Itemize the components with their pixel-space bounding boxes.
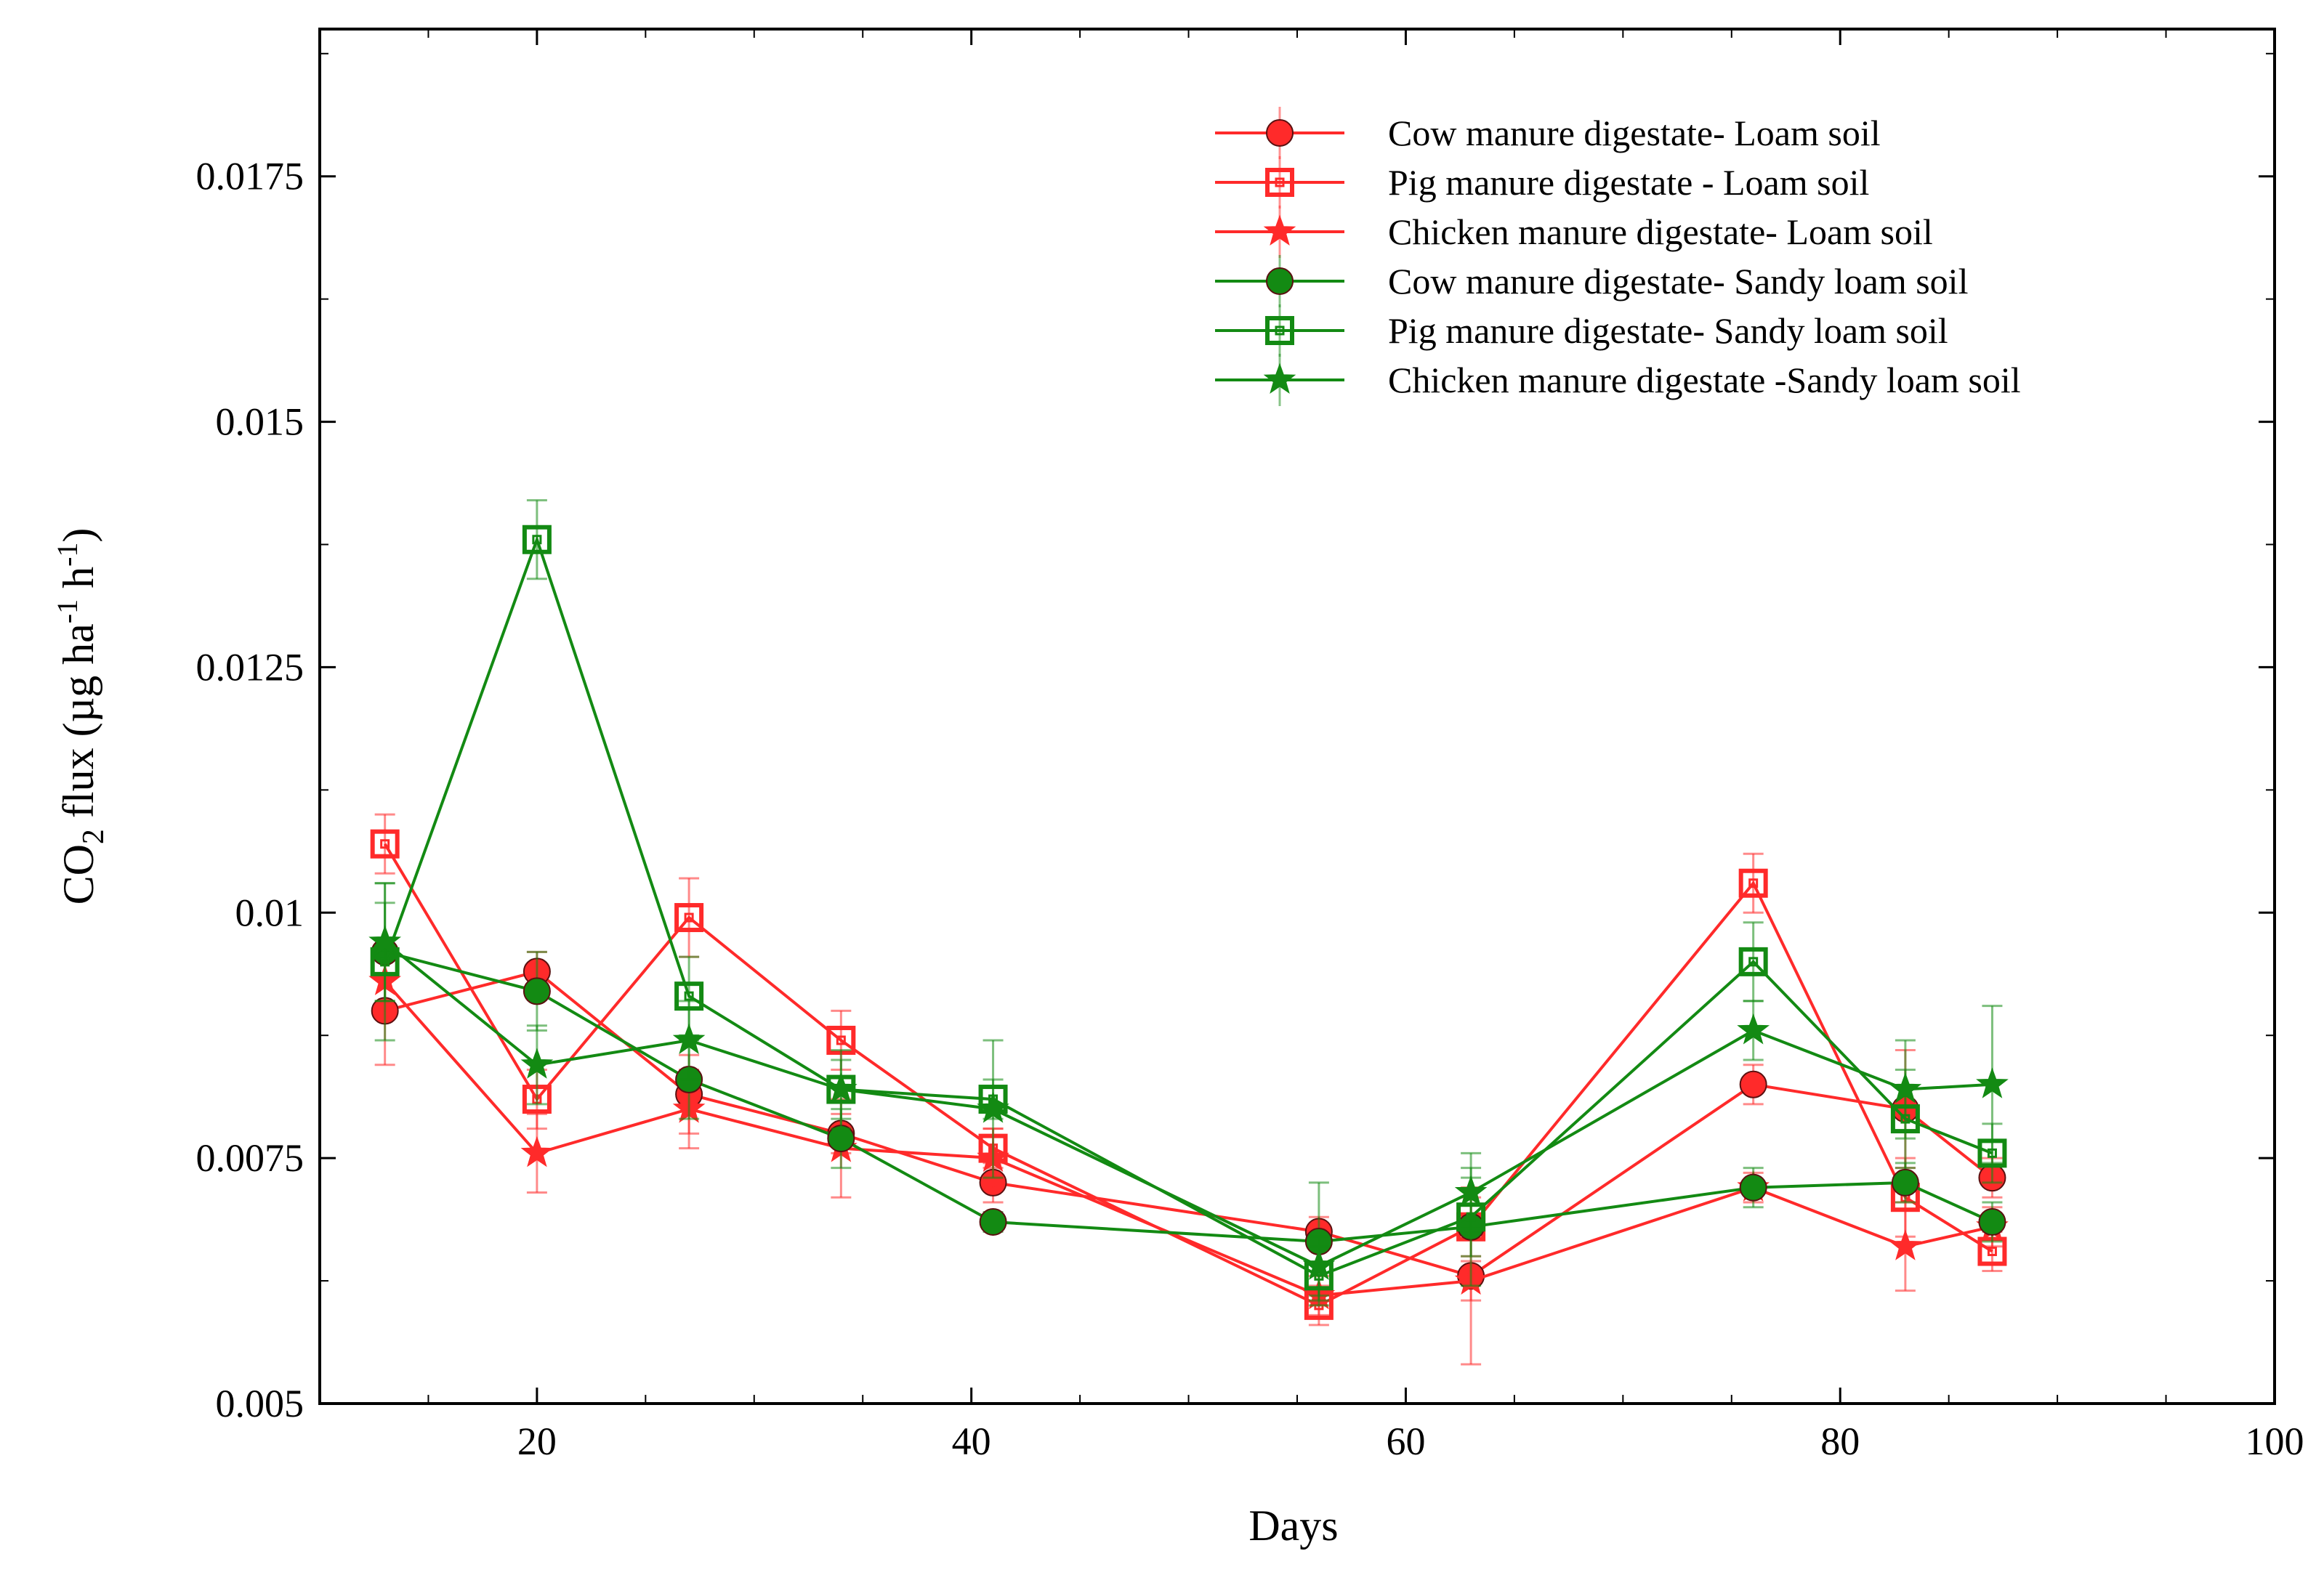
data-point-square-inner (1748, 957, 1759, 967)
data-point-circle (1739, 1070, 1767, 1098)
data-point-star (520, 1048, 554, 1079)
legend-label: Pig manure digestate - Loam soil (1388, 162, 1869, 203)
series-layer (368, 499, 2009, 1366)
data-point-star (1302, 1249, 1336, 1280)
data-point-star (1976, 1067, 2009, 1098)
legend-entry-3: Chicken manure digestate- Loam soil (1215, 206, 1933, 258)
y-tick-label: 0.0175 (196, 155, 304, 198)
x-tick-label: 80 (1820, 1420, 1860, 1463)
legend-marker (1265, 316, 1294, 345)
y-axis-title-rest: flux (µg ha (55, 623, 102, 829)
legend-marker (1263, 363, 1296, 394)
series-6 (368, 882, 2009, 1297)
legend-label: Chicken manure digestate -Sandy loam soi… (1388, 360, 2021, 400)
x-tick-label: 20 (517, 1420, 557, 1463)
data-point-circle (1739, 1173, 1767, 1202)
data-point-circle (1978, 1207, 2006, 1236)
data-point-star (1737, 1013, 1770, 1045)
x-tick-label: 60 (1386, 1420, 1425, 1463)
legend-label: Cow manure digestate- Loam soil (1388, 113, 1881, 153)
legend-entry-2: Pig manure digestate - Loam soil (1215, 156, 1869, 208)
data-point-square-inner (684, 912, 694, 923)
y-axis-title: CO2 flux (µg ha-1 h-1) (51, 528, 110, 905)
data-point-square (674, 903, 704, 933)
data-point-star (520, 1135, 554, 1167)
legend-marker (1266, 267, 1294, 295)
legend-marker-inner (1275, 177, 1285, 187)
series-1 (371, 950, 2006, 1366)
y-axis-title-main: CO (55, 844, 102, 904)
legend: Cow manure digestate- Loam soil Pig manur… (1215, 107, 2021, 406)
series-line (384, 980, 1993, 1297)
y-axis-title-sub: 2 (77, 829, 110, 844)
y-tick-label: 0.0125 (196, 645, 304, 689)
y-axis-title-sup1: -1 (51, 599, 84, 623)
legend-entry-6: Chicken manure digestate -Sandy loam soi… (1215, 354, 2021, 406)
axis-ticks: 20 40 60 80 100 0.005 0.0075 0.01 0.0125 0.015 0.0… (196, 29, 2304, 1463)
data-point-circle (979, 1207, 1007, 1236)
x-axis-title: Days (1248, 1502, 1338, 1550)
y-tick-label: 0.015 (216, 400, 304, 444)
data-point-star (1889, 1229, 1922, 1260)
data-point-circle (1891, 1168, 1919, 1197)
data-point-square-inner (380, 839, 390, 849)
x-tick-label: 40 (952, 1420, 991, 1463)
data-point-star (1889, 1072, 1922, 1104)
legend-label: Chicken manure digestate- Loam soil (1388, 211, 1933, 252)
legend-marker-inner (1275, 325, 1285, 336)
data-point-star (977, 1092, 1009, 1123)
data-point-star (368, 925, 402, 956)
y-axis-title-mid: h (55, 567, 102, 599)
legend-entry-5: Pig manure digestate- Sandy loam soil (1215, 304, 1948, 357)
y-tick-label: 0.0075 (196, 1136, 304, 1180)
data-point-star (824, 1072, 858, 1104)
legend-marker (1266, 119, 1294, 147)
legend-entry-4: Cow manure digestate- Sandy loam soil (1215, 255, 1968, 307)
data-point-square (1738, 868, 1768, 898)
data-point-circle (523, 977, 551, 1005)
legend-label: Pig manure digestate- Sandy loam soil (1388, 310, 1948, 351)
data-point-square-inner (1987, 1247, 1997, 1257)
y-tick-label: 0.005 (216, 1382, 304, 1425)
data-point-square-inner (532, 535, 542, 545)
plot-frame (318, 28, 2276, 1405)
data-point-square-inner (684, 991, 694, 1001)
legend-marker (1265, 168, 1294, 197)
series-2 (370, 813, 2007, 1327)
data-point-star (1454, 1175, 1488, 1207)
y-tick-label: 0.01 (235, 891, 304, 934)
y-axis-title-sup2: -1 (51, 543, 84, 567)
data-point-square (370, 829, 400, 859)
y-axis-title-end: ) (55, 528, 102, 543)
legend-entry-1: Cow manure digestate- Loam soil (1215, 107, 1881, 159)
data-point-square (1738, 947, 1768, 976)
data-point-square-inner (836, 1035, 846, 1045)
series-line (384, 950, 1993, 1244)
series-line (384, 970, 1993, 1278)
legend-marker (1263, 214, 1296, 246)
data-point-square (522, 525, 552, 554)
data-point-star (672, 1023, 706, 1055)
data-point-square-inner (1748, 878, 1759, 888)
legend-label: Cow manure digestate- Sandy loam soil (1388, 261, 1968, 301)
series-line (384, 941, 1993, 1268)
x-tick-label: 100 (2246, 1420, 2304, 1463)
series-line (383, 535, 1993, 1278)
